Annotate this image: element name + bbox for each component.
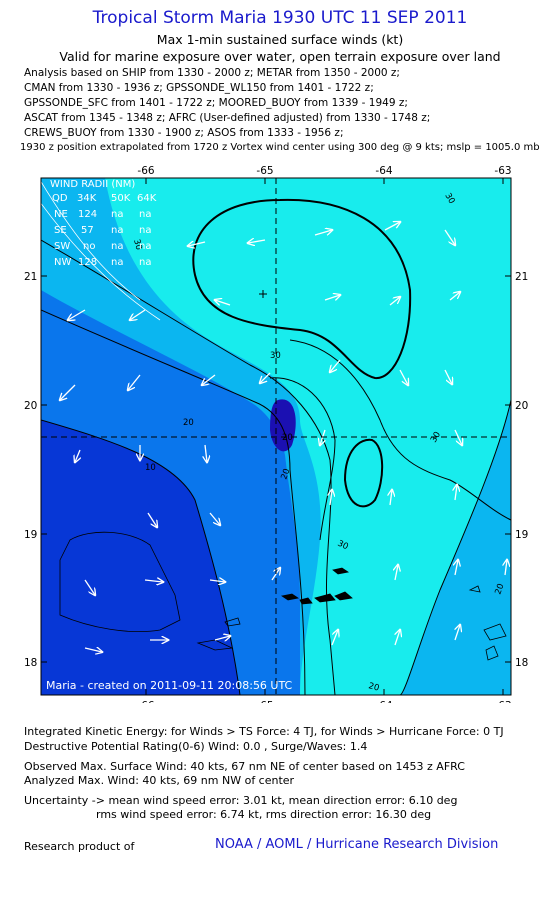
analyzed-max-wind-line: Analyzed Max. Wind: 40 kts, 69 nm NW of … [24, 774, 295, 787]
wind-radii-header: WIND RADII (NM) [50, 179, 135, 190]
ike-line: Integrated Kinetic Energy: for Winds > T… [24, 725, 504, 738]
analysis-line: ASCAT from 1345 - 1348 z; AFRC (User-def… [24, 112, 431, 124]
lon-label-top: -64 [375, 165, 392, 177]
lat-label-right: 18 [515, 657, 528, 669]
lat-label-left: 21 [24, 271, 37, 283]
contour-label: 30 [442, 192, 456, 206]
contour-label: 30 [336, 539, 350, 553]
analysis-line: CREWS_BUOY from 1330 - 1900 z; ASOS from… [24, 127, 344, 139]
lat-label-left: 19 [24, 529, 37, 541]
dpr-line: Destructive Potential Rating(0-6) Wind: … [24, 740, 368, 753]
research-label: Research product of [24, 840, 135, 853]
lat-label-left: 20 [24, 400, 37, 412]
tortola-island [314, 593, 336, 603]
wind-radii-cell: na [111, 257, 123, 268]
wind-radii-column: 64K [137, 193, 157, 204]
created-label: Maria - created on 2011-09-11 20:08:56 U… [46, 679, 293, 692]
vieques-island [196, 639, 234, 651]
wind-radii-table: WIND RADII (NM) QD 34K 50K 64K NE 124 na… [50, 179, 157, 268]
wind-radii-column: QD [52, 193, 68, 204]
lat-label-right: 20 [515, 400, 528, 412]
anegada-island [332, 567, 350, 575]
contour-label: 30 [131, 238, 143, 251]
lon-label-bottom: -64 [375, 700, 392, 703]
wind-radii-cell: na [139, 241, 151, 252]
wind-radii-cell: 128 [78, 257, 97, 268]
wind-radii-cell: na [139, 209, 151, 220]
lon-label-top: -66 [137, 165, 154, 177]
analysis-line: GPSSONDE_SFC from 1401 - 1722 z; MOORED_… [24, 97, 408, 109]
wind-radii-cell: NE [54, 209, 68, 220]
map-subtitle-1: Max 1-min sustained surface winds (kt) [156, 32, 404, 47]
storm-center-marker [259, 290, 267, 298]
wind-radii-cell: SE [54, 225, 67, 236]
lon-label-bottom: -65 [256, 700, 273, 703]
wind-radii-cell: 57 [81, 225, 94, 236]
wind-zone-lt10 [41, 420, 240, 695]
lon-label-bottom: -63 [494, 700, 511, 703]
st-kitts-island [483, 623, 507, 641]
wind-radii-cell: 124 [78, 209, 97, 220]
st-thomas-island [280, 593, 300, 601]
lon-label-top: -63 [494, 165, 511, 177]
wind-zone-core [270, 399, 296, 452]
wind-radii-cell: na [139, 257, 151, 268]
puerto-rico-island [59, 531, 181, 632]
lat-label-right: 21 [515, 271, 528, 283]
contour-label: 30 [429, 430, 443, 444]
wind-radii-cell: na [111, 225, 123, 236]
uncertainty-line: rms wind speed error: 6.74 kt, rms direc… [96, 808, 432, 821]
contour-label: 20 [183, 418, 194, 428]
noaa-credit: NOAA / AOML / Hurricane Research Divisio… [215, 837, 499, 852]
wind-radii-column: 50K [111, 193, 131, 204]
position-line: 1930 z position extrapolated from 1720 z… [20, 142, 540, 153]
lat-label-left: 18 [24, 657, 37, 669]
contour-label: 20 [282, 433, 293, 443]
contour-label: 30 [270, 351, 281, 361]
wind-field-map: -66 -65 -64 -63 -66 -65 -64 -63 21 20 19… [24, 165, 528, 703]
wind-radii-cell: na [139, 225, 151, 236]
contour-label: 20 [367, 681, 380, 693]
map-subtitle-2: Valid for marine exposure over water, op… [59, 49, 501, 64]
wind-vectors [60, 222, 507, 652]
wind-radii-cell: SW [54, 241, 70, 252]
wind-radii-cell: na [111, 241, 123, 252]
wind-radii-cell: NW [54, 257, 71, 268]
wind-radii-cell: no [83, 241, 95, 252]
uncertainty-line: Uncertainty -> mean wind speed error: 3.… [24, 794, 458, 807]
st-croix-island [224, 617, 241, 627]
lon-label-bottom: -66 [137, 700, 154, 703]
wind-radii-column: 34K [77, 193, 97, 204]
contour-label: 20 [493, 582, 506, 596]
analysis-line: Analysis based on SHIP from 1330 - 2000 … [24, 67, 400, 79]
observed-max-wind-line: Observed Max. Surface Wind: 40 kts, 67 n… [24, 760, 465, 773]
contour-label: 20 [279, 467, 292, 481]
wind-radii-cell: na [111, 209, 123, 220]
lat-label-right: 19 [515, 529, 528, 541]
anguilla-island [468, 585, 481, 593]
lon-label-top: -65 [256, 165, 273, 177]
map-frame [40, 177, 512, 696]
analysis-line: CMAN from 1330 - 1936 z; GPSSONDE_WL150 … [24, 82, 374, 94]
map-title: Tropical Storm Maria 1930 UTC 11 SEP 201… [92, 8, 468, 28]
virgin-gorda-island [334, 591, 353, 601]
st-john-island [299, 597, 313, 605]
contour-label: 10 [145, 463, 156, 473]
nevis-island [485, 645, 499, 661]
